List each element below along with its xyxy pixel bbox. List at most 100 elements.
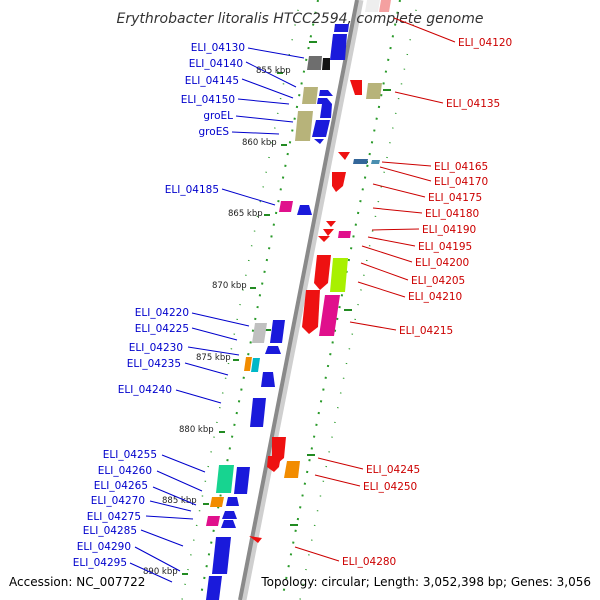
gene-eli-04295-arrow[interactable]	[206, 576, 222, 600]
gene-eli-04235-arrow[interactable]	[261, 372, 275, 387]
gene-eli-04210-arrow[interactable]	[314, 255, 331, 290]
gene-label-eli-04250[interactable]: ELI_04250	[363, 481, 417, 493]
gene-label-eli-04260[interactable]: ELI_04260	[98, 465, 152, 477]
gene-groes-arrow[interactable]	[320, 104, 332, 118]
gene-label-eli-04150[interactable]: ELI_04150	[181, 94, 235, 106]
gene-eli-04235-orange[interactable]	[244, 357, 252, 371]
gene-eli-04270-arrow[interactable]	[226, 497, 239, 506]
gene-eli-04215-arrow[interactable]	[302, 290, 320, 334]
gene-eli-04285-arrow[interactable]	[221, 520, 236, 528]
gene-label-eli-04180[interactable]: ELI_04180	[425, 208, 479, 220]
forward-gene-shapes	[206, 24, 349, 600]
gene-eli-04145-arrow[interactable]	[319, 90, 333, 96]
left-gene-labels: ELI_04130 ELI_04140 ELI_04145 ELI_04150 …	[73, 42, 245, 569]
gene-label-groel[interactable]: groEL	[203, 110, 233, 122]
gene-eli-04190-arrow[interactable]	[326, 221, 336, 227]
gene-eli-04120-arrow[interactable]	[379, 0, 391, 12]
gene-eli-04135-box[interactable]	[366, 83, 382, 99]
gene-eli-04220-box[interactable]	[252, 323, 267, 343]
gene-label-eli-04240[interactable]: ELI_04240	[118, 384, 172, 396]
gene-eli-04250-orange[interactable]	[284, 461, 300, 478]
gene-label-eli-04175[interactable]: ELI_04175	[428, 192, 482, 204]
gene-eli-04195-arrow[interactable]	[323, 229, 334, 236]
gene-groes-tip[interactable]	[314, 139, 324, 144]
gene-eli-04175-arrow[interactable]	[332, 172, 346, 192]
gene-eli-04140-box[interactable]	[307, 56, 322, 70]
gene-eli-04280-arrow[interactable]	[249, 536, 262, 543]
gene-label-eli-04230[interactable]: ELI_04230	[129, 342, 183, 354]
gene-label-eli-04215[interactable]: ELI_04215	[399, 325, 453, 337]
gene-eli-04290-arrow[interactable]	[212, 537, 231, 574]
gene-eli-04140-stub[interactable]	[322, 58, 330, 70]
genome-summary: Topology: circular; Length: 3,052,398 bp…	[260, 575, 591, 589]
kbp-label-890: 890 kbp	[143, 567, 178, 577]
gene-label-eli-04220[interactable]: ELI_04220	[135, 307, 189, 319]
right-gene-labels: ELI_04120 ELI_04135 ELI_04165 ELI_04170 …	[342, 37, 512, 568]
gene-eli-04135-arrow[interactable]	[350, 80, 362, 95]
gene-label-eli-04200[interactable]: ELI_04200	[415, 257, 469, 269]
gene-label-groes[interactable]: groES	[199, 126, 230, 138]
gene-label-eli-04135[interactable]: ELI_04135	[446, 98, 500, 110]
gene-eli-04205-arrow[interactable]	[318, 236, 330, 242]
kbp-label-855: 855 kbp	[256, 66, 291, 76]
gene-label-eli-04190[interactable]: ELI_04190	[422, 224, 476, 236]
gene-label-eli-04120[interactable]: ELI_04120	[458, 37, 512, 49]
gene-eli-04150-arrow[interactable]	[317, 98, 332, 104]
gene-eli-04165-arrow[interactable]	[338, 152, 350, 160]
genome-backbone	[238, 0, 359, 600]
gene-label-eli-04280[interactable]: ELI_04280	[342, 556, 396, 568]
gene-label-eli-04270[interactable]: ELI_04270	[91, 495, 145, 507]
gene-eli-04200-box[interactable]	[338, 231, 351, 238]
gene-label-eli-04295[interactable]: ELI_04295	[73, 557, 127, 569]
gene-eli-04260-arrow[interactable]	[234, 467, 250, 494]
gene-label-eli-04255[interactable]: ELI_04255	[103, 449, 157, 461]
gene-eli-04130-arrow[interactable]	[330, 34, 347, 60]
gene-eli-04265-orange[interactable]	[210, 497, 224, 507]
gene-eli-04185-box[interactable]	[279, 201, 293, 212]
gene-label-eli-04205[interactable]: ELI_04205	[411, 275, 465, 287]
kbp-label-865: 865 kbp	[228, 209, 263, 219]
gene-label-eli-04130[interactable]: ELI_04130	[191, 42, 245, 54]
gene-label-eli-04165[interactable]: ELI_04165	[434, 161, 488, 173]
gene-label-eli-04145[interactable]: ELI_04145	[185, 75, 239, 87]
gene-eli-04210-lime[interactable]	[330, 258, 348, 292]
gene-eli-04245-lower[interactable]	[267, 456, 281, 472]
accession-label: Accession: NC_007722	[9, 575, 145, 589]
gene-eli-04130-arrow-top[interactable]	[334, 24, 349, 32]
gene-eli-04240-arrow[interactable]	[250, 398, 266, 427]
gene-eli-04215-pink[interactable]	[319, 295, 340, 336]
gene-eli-04145-box[interactable]	[302, 87, 318, 104]
gene-label-eli-04225[interactable]: ELI_04225	[135, 323, 189, 335]
gene-label-eli-04285[interactable]: ELI_04285	[83, 525, 137, 537]
gene-eli-04255-box[interactable]	[216, 465, 234, 493]
kbp-label-880: 880 kbp	[179, 425, 214, 435]
gene-eli-04225-arrow[interactable]	[270, 320, 285, 343]
diagram-title: Erythrobacter litoralis HTCC2594, comple…	[117, 11, 484, 27]
gene-eli-04185-arrow[interactable]	[297, 205, 312, 215]
kbp-label-875: 875 kbp	[196, 353, 231, 363]
gene-eli-04275-box[interactable]	[206, 516, 220, 526]
gene-eli-04230-arrow[interactable]	[265, 346, 281, 354]
gene-eli-04235-cyan[interactable]	[251, 358, 260, 372]
gene-eli-04275-arrow[interactable]	[222, 511, 237, 519]
gene-label-eli-04195[interactable]: ELI_04195	[418, 241, 472, 253]
gene-eli-04170-box[interactable]	[353, 159, 368, 164]
gene-label-eli-04290[interactable]: ELI_04290	[77, 541, 131, 553]
gene-groel-box[interactable]	[295, 111, 313, 141]
gene-eli-04120-box[interactable]	[365, 0, 380, 12]
right-connector-lines	[294, 17, 456, 562]
gene-label-eli-04235[interactable]: ELI_04235	[127, 358, 181, 370]
left-connector-lines	[129, 47, 305, 583]
gene-label-eli-04245[interactable]: ELI_04245	[366, 464, 420, 476]
gene-label-eli-04185[interactable]: ELI_04185	[165, 184, 219, 196]
kbp-label-885: 885 kbp	[162, 496, 197, 506]
gene-label-eli-04265[interactable]: ELI_04265	[94, 480, 148, 492]
gene-label-eli-04275[interactable]: ELI_04275	[87, 511, 141, 523]
gene-label-eli-04210[interactable]: ELI_04210	[408, 291, 462, 303]
gene-label-eli-04170[interactable]: ELI_04170	[434, 176, 488, 188]
gene-groel-arrow[interactable]	[312, 120, 330, 137]
gene-eli-04170-stub[interactable]	[371, 160, 380, 164]
gene-label-eli-04140[interactable]: ELI_04140	[189, 58, 243, 70]
